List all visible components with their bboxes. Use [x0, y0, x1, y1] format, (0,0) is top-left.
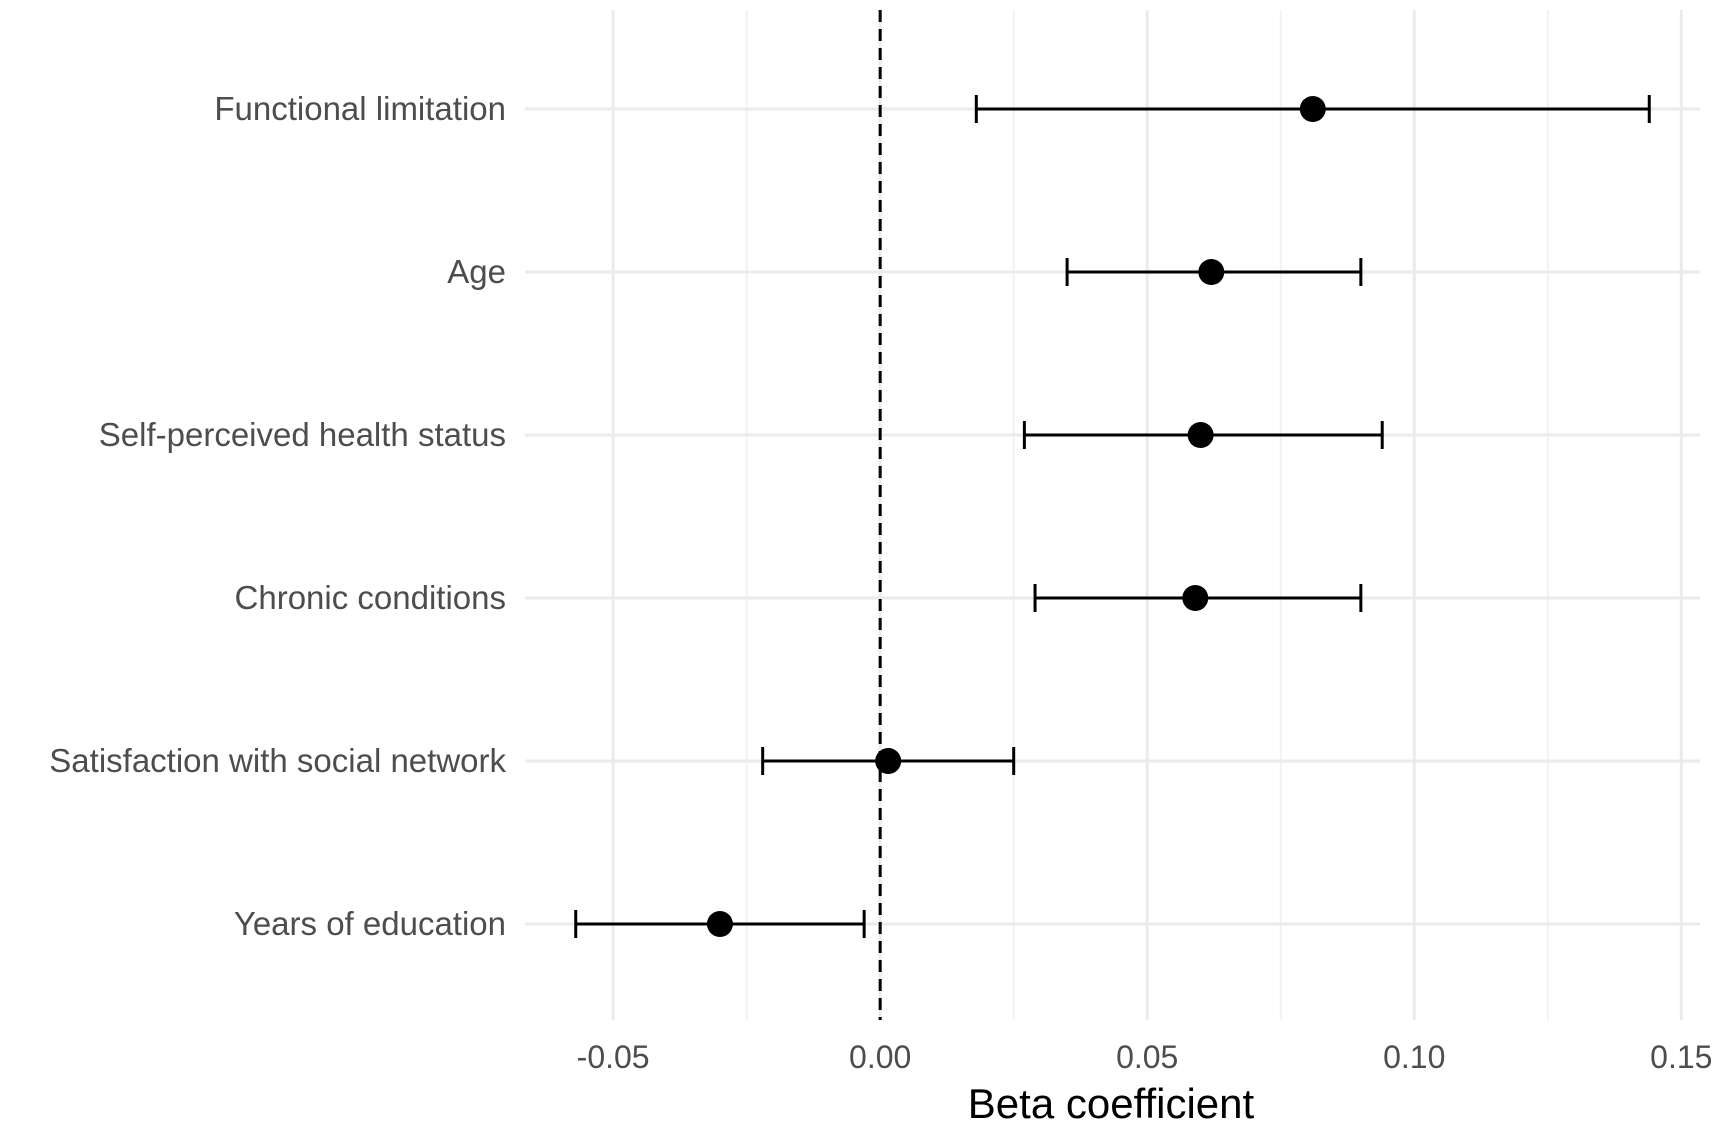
x-tick-label: -0.05: [577, 1039, 650, 1075]
gridlines: [525, 10, 1700, 1020]
estimate-point: [1182, 585, 1209, 611]
estimate-row: [574, 910, 866, 938]
estimate-point: [1299, 96, 1326, 122]
x-axis-title: Beta coefficient: [968, 1080, 1255, 1127]
category-label: Chronic conditions: [235, 579, 506, 616]
category-labels: Functional limitation Age Self-perceived h…: [49, 90, 506, 942]
estimate-row: [1022, 421, 1384, 449]
category-label: Years of education: [234, 905, 506, 942]
estimate-point: [706, 911, 733, 937]
estimate-row: [1033, 584, 1363, 612]
category-label: Self-perceived health status: [99, 416, 506, 453]
x-tick-label: 0.10: [1383, 1039, 1445, 1075]
estimate-row: [761, 747, 1016, 775]
estimate-row: [974, 95, 1651, 123]
estimate-point: [875, 748, 902, 774]
x-axis-ticks: -0.05 0.00 0.05 0.10 0.15: [577, 1039, 1713, 1075]
x-tick-label: 0.05: [1116, 1039, 1178, 1075]
estimate-point: [1198, 259, 1225, 285]
estimate-row: [1065, 258, 1363, 286]
estimate-marks: [574, 95, 1651, 938]
category-label: Satisfaction with social network: [49, 742, 506, 779]
x-tick-label: 0.15: [1650, 1039, 1712, 1075]
category-label: Functional limitation: [214, 90, 506, 127]
category-label: Age: [447, 253, 506, 290]
x-tick-label: 0.00: [849, 1039, 911, 1075]
estimate-point: [1187, 422, 1214, 448]
